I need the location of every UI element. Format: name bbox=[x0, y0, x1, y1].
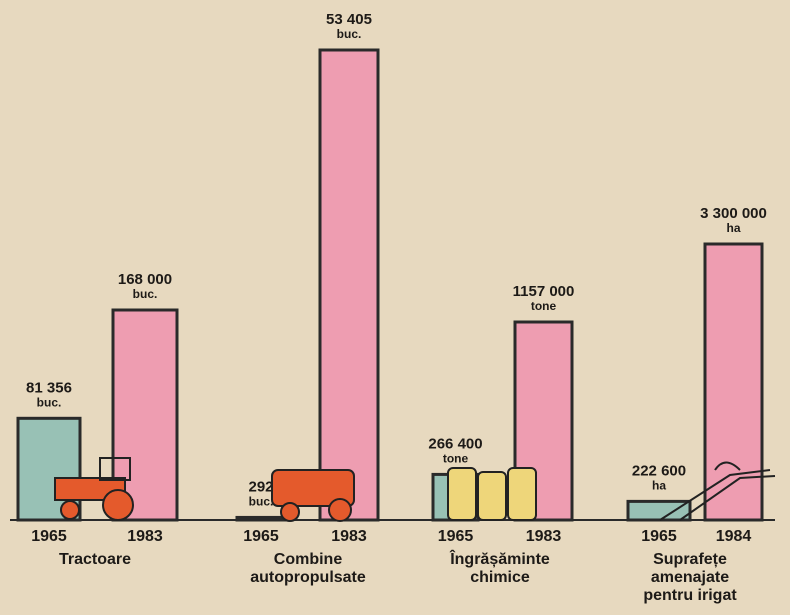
year-label: 1983 bbox=[127, 528, 163, 545]
group-title: Combine bbox=[274, 551, 343, 568]
year-label: 1965 bbox=[438, 528, 474, 545]
bar bbox=[705, 244, 762, 520]
group-title: autopropulsate bbox=[250, 569, 366, 586]
bar bbox=[320, 50, 378, 520]
value-label: 81 356 bbox=[26, 379, 72, 396]
unit-label: tone bbox=[443, 452, 469, 466]
unit-label: buc. bbox=[249, 495, 274, 509]
group-title: amenajate bbox=[651, 569, 729, 586]
group-title: Îngrășăminte bbox=[449, 549, 550, 568]
unit-label: ha bbox=[726, 221, 740, 235]
year-label: 1965 bbox=[243, 528, 279, 545]
unit-label: ha bbox=[652, 479, 666, 493]
unit-label: buc. bbox=[37, 395, 62, 409]
year-label: 1983 bbox=[526, 528, 562, 545]
year-label: 1983 bbox=[331, 528, 367, 545]
group-title: Suprafețe bbox=[653, 551, 727, 568]
year-label: 1965 bbox=[31, 528, 67, 545]
group-title: chimice bbox=[470, 569, 530, 586]
value-label: 3 300 000 bbox=[700, 205, 767, 222]
value-label: 292 bbox=[248, 478, 273, 495]
group-title: Tractoare bbox=[59, 551, 131, 568]
unit-label: buc. bbox=[337, 27, 362, 41]
unit-label: buc. bbox=[133, 287, 158, 301]
value-label: 1157 000 bbox=[513, 283, 575, 300]
bar bbox=[237, 517, 285, 520]
unit-label: tone bbox=[531, 299, 557, 313]
year-label: 1984 bbox=[716, 528, 752, 545]
value-label: 168 000 bbox=[118, 271, 172, 288]
value-label: 53 405 bbox=[326, 11, 372, 28]
group-title: pentru irigat bbox=[643, 587, 737, 604]
value-label: 266 400 bbox=[428, 435, 482, 452]
bar bbox=[628, 501, 690, 520]
infographic: 81 356buc.1965168 000buc.1983Tractoare29… bbox=[0, 0, 790, 615]
value-label: 222 600 bbox=[632, 462, 686, 479]
year-label: 1965 bbox=[641, 528, 677, 545]
fertilizer-bags-icon bbox=[448, 468, 536, 520]
paper bbox=[0, 0, 790, 615]
